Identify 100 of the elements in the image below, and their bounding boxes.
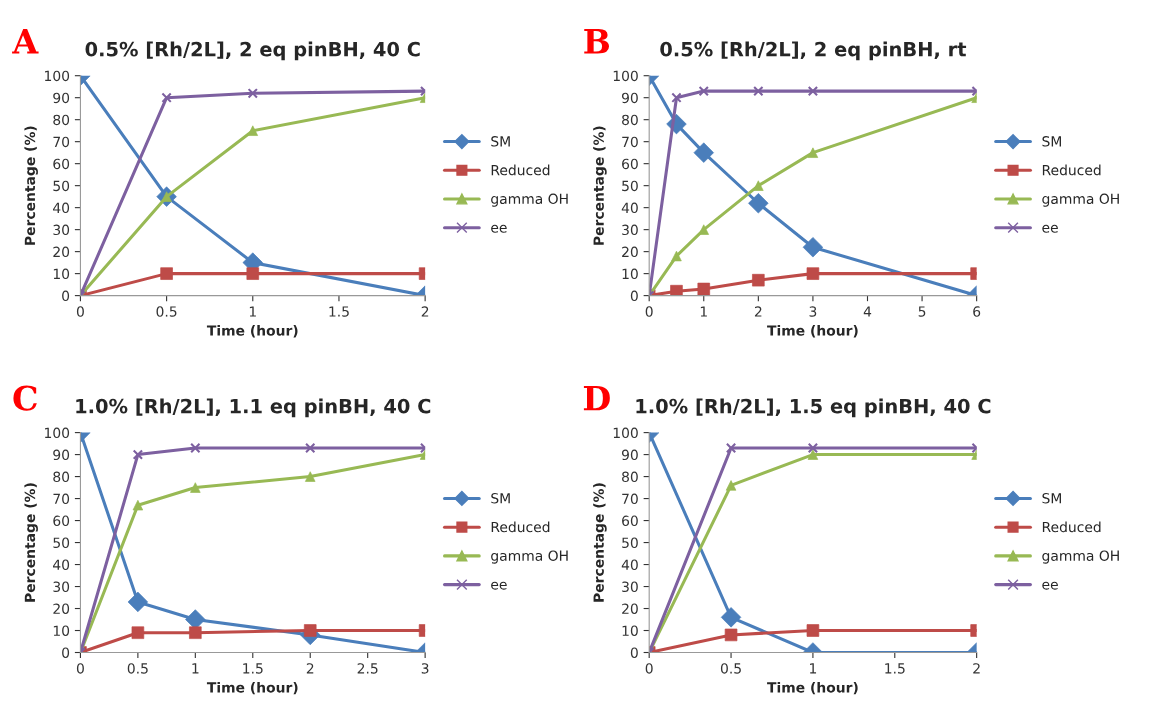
x-axis-title: Time (hour) <box>206 681 298 695</box>
y-tick-label: 70 <box>622 136 638 148</box>
y-tick-label: 90 <box>621 449 638 461</box>
x-tick-label: 1 <box>810 663 817 674</box>
text: D <box>583 385 610 411</box>
x-tick-label: 3 <box>421 663 429 674</box>
y-tick-label: 60 <box>53 515 70 527</box>
y-tick-label: 80 <box>53 471 70 483</box>
x-tick-label: 1.5 <box>885 663 905 674</box>
y-tick-label: 100 <box>45 427 70 439</box>
y-tick-label: 40 <box>621 559 638 571</box>
y-tick-label: 60 <box>622 158 638 170</box>
x-axis-title: Time (hour) <box>767 325 858 338</box>
y-tick-label: 90 <box>53 449 70 461</box>
y-tick-label: 40 <box>621 202 638 214</box>
y-axis-title: Percentage (%) <box>593 126 607 245</box>
y-tick-label: 100 <box>613 427 638 439</box>
legend-label: Reduced <box>491 521 550 533</box>
legend-label: gamma OH <box>491 193 568 207</box>
y-tick-label: 50 <box>622 180 638 192</box>
x-tick-label: 0.5 <box>720 663 741 674</box>
x-tick-label: 0.5 <box>127 663 148 674</box>
y-tick-label: 10 <box>622 625 638 636</box>
y-tick-label: 60 <box>53 158 70 170</box>
x-tick-label: 2 <box>973 663 980 674</box>
y-tick-label: 90 <box>621 92 638 104</box>
x-tick-label: 4 <box>863 306 872 317</box>
x-tick-label: 2.5 <box>357 663 378 674</box>
y-tick-label: 70 <box>53 136 70 148</box>
legend-label: Reduced <box>491 164 550 176</box>
y-tick-label: 40 <box>53 202 70 214</box>
legend-label: ee <box>1042 224 1058 233</box>
y-tick-label: 70 <box>622 493 638 505</box>
legend-label: SM <box>491 493 510 504</box>
y-tick-label: 40 <box>53 559 70 571</box>
legend-label: Reduced <box>1042 164 1101 176</box>
y-tick-label: 100 <box>613 70 638 82</box>
y-tick-label: 20 <box>53 603 70 614</box>
y-tick-label: 30 <box>53 224 70 236</box>
chart-title: 0.5% [Rh/2L], 2 eq pinBH, 40 C <box>85 41 420 61</box>
chart-title: 1.0% [Rh/2L], 1.1 eq pinBH, 40 C <box>76 398 431 418</box>
legend-label: Reduced <box>1042 521 1101 533</box>
legend-label: ee <box>491 224 507 233</box>
legend-label: gamma OH <box>1042 193 1119 207</box>
y-tick-label: 0 <box>630 290 638 302</box>
y-axis-title: Percentage (%) <box>24 126 38 245</box>
x-tick-label: 1 <box>192 663 199 674</box>
y-tick-label: 80 <box>622 114 638 126</box>
x-tick-label: 1.5 <box>243 663 263 674</box>
x-tick-label: 0 <box>76 663 84 674</box>
y-tick-label: 80 <box>53 114 70 126</box>
y-tick-label: 60 <box>622 515 638 527</box>
y-tick-label: 0 <box>62 647 70 658</box>
x-tick-label: 3 <box>809 306 817 317</box>
y-tick-label: 50 <box>622 537 638 549</box>
y-tick-label: 20 <box>53 246 70 258</box>
text: B <box>584 29 610 54</box>
y-axis-title: Percentage (%) <box>593 483 607 602</box>
x-tick-label: 1.5 <box>329 306 349 317</box>
y-tick-label: 70 <box>53 493 70 505</box>
x-tick-label: 0 <box>645 663 653 674</box>
chart-title: 1.0% [Rh/2L], 1.5 eq pinBH, 40 C <box>636 398 991 418</box>
y-tick-label: 90 <box>53 92 70 104</box>
text: A <box>12 29 39 54</box>
x-tick-label: 2 <box>421 306 429 317</box>
y-tick-label: 10 <box>53 625 70 636</box>
x-axis-title: Time (hour) <box>767 681 858 695</box>
y-tick-label: 0 <box>630 647 638 658</box>
y-tick-label: 50 <box>53 537 70 549</box>
legend-label: SM <box>491 136 510 147</box>
text: C <box>13 385 37 411</box>
x-tick-label: 0.5 <box>156 306 177 317</box>
y-tick-label: 10 <box>622 268 638 280</box>
y-tick-label: 30 <box>622 581 638 593</box>
legend-label: gamma OH <box>1042 550 1119 564</box>
y-tick-label: 50 <box>53 180 70 192</box>
y-tick-label: 0 <box>62 290 70 302</box>
y-tick-label: 10 <box>53 268 70 280</box>
legend-label: ee <box>491 581 507 590</box>
x-axis-title: Time (hour) <box>206 325 298 338</box>
y-tick-label: 30 <box>622 224 638 236</box>
y-tick-label: 80 <box>622 471 638 483</box>
y-tick-label: 100 <box>45 70 70 82</box>
x-tick-label: 2 <box>306 663 314 674</box>
x-tick-label: 0 <box>76 306 84 317</box>
legend-label: SM <box>1042 136 1061 147</box>
x-tick-label: 6 <box>973 306 981 317</box>
legend-label: SM <box>1042 493 1061 504</box>
y-tick-label: 20 <box>622 603 638 614</box>
x-tick-label: 1 <box>249 306 256 317</box>
y-tick-label: 20 <box>622 246 638 258</box>
x-tick-label: 1 <box>700 306 707 317</box>
x-tick-label: 5 <box>918 306 926 317</box>
legend-label: ee <box>1042 581 1058 590</box>
y-tick-label: 30 <box>53 581 70 593</box>
chart-title: 0.5% [Rh/2L], 2 eq pinBH, rt <box>660 41 967 61</box>
legend-label: gamma OH <box>491 550 568 564</box>
y-axis-title: Percentage (%) <box>24 483 38 602</box>
x-tick-label: 0 <box>645 306 653 317</box>
x-tick-label: 2 <box>754 306 762 317</box>
